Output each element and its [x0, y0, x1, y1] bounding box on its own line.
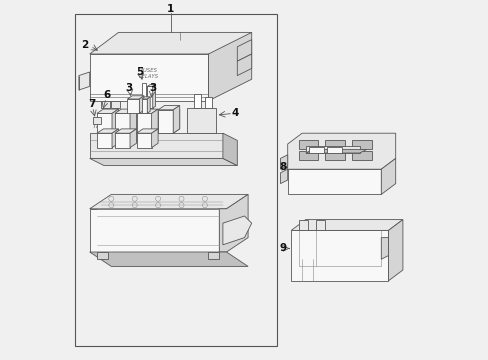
Text: 6: 6: [103, 90, 110, 100]
Polygon shape: [89, 194, 247, 209]
Polygon shape: [136, 113, 151, 133]
Polygon shape: [387, 220, 402, 281]
Polygon shape: [291, 230, 387, 281]
Polygon shape: [130, 129, 136, 148]
Polygon shape: [208, 252, 219, 259]
Text: 7: 7: [88, 99, 95, 109]
Polygon shape: [142, 83, 145, 108]
Polygon shape: [291, 220, 402, 230]
Polygon shape: [305, 149, 366, 153]
Polygon shape: [158, 105, 179, 110]
Polygon shape: [89, 252, 247, 266]
Polygon shape: [89, 133, 223, 158]
Polygon shape: [147, 86, 152, 108]
Polygon shape: [298, 140, 318, 149]
Text: 9: 9: [279, 243, 286, 253]
Polygon shape: [112, 109, 118, 133]
Polygon shape: [115, 109, 136, 113]
Polygon shape: [127, 96, 144, 99]
Polygon shape: [115, 113, 130, 133]
Text: 2: 2: [81, 40, 88, 50]
Polygon shape: [89, 209, 219, 252]
Polygon shape: [287, 133, 395, 169]
Polygon shape: [79, 72, 89, 90]
Polygon shape: [325, 151, 345, 160]
Polygon shape: [115, 129, 136, 133]
Polygon shape: [219, 194, 247, 252]
Polygon shape: [97, 109, 118, 113]
Polygon shape: [173, 109, 179, 133]
Polygon shape: [352, 140, 371, 149]
Polygon shape: [305, 146, 359, 153]
Bar: [75, 14, 276, 346]
Polygon shape: [127, 99, 139, 113]
Polygon shape: [136, 109, 158, 113]
Polygon shape: [89, 158, 237, 166]
Polygon shape: [97, 252, 107, 259]
Polygon shape: [204, 97, 212, 108]
Polygon shape: [97, 133, 112, 148]
Polygon shape: [158, 113, 173, 133]
Polygon shape: [298, 151, 318, 160]
Polygon shape: [223, 133, 237, 166]
Polygon shape: [89, 54, 208, 101]
Polygon shape: [381, 238, 387, 259]
Polygon shape: [237, 54, 251, 76]
Text: 8: 8: [279, 162, 286, 172]
Polygon shape: [381, 158, 395, 194]
Polygon shape: [151, 109, 158, 133]
Polygon shape: [158, 109, 179, 113]
Polygon shape: [316, 220, 325, 230]
Polygon shape: [139, 96, 144, 113]
Text: 3: 3: [125, 83, 132, 93]
Polygon shape: [280, 155, 287, 169]
Text: FUSES
RELAYS: FUSES RELAYS: [139, 68, 159, 79]
Polygon shape: [287, 169, 381, 194]
Polygon shape: [115, 133, 130, 148]
Polygon shape: [208, 32, 251, 101]
Polygon shape: [223, 216, 251, 245]
Polygon shape: [194, 94, 201, 108]
Polygon shape: [89, 32, 251, 54]
Polygon shape: [130, 109, 136, 133]
Polygon shape: [136, 133, 151, 148]
Polygon shape: [147, 85, 155, 86]
Polygon shape: [97, 129, 118, 133]
Polygon shape: [142, 99, 147, 113]
Text: 3: 3: [149, 83, 156, 93]
Polygon shape: [352, 151, 371, 160]
Polygon shape: [237, 40, 251, 61]
Text: 4: 4: [231, 108, 239, 118]
Polygon shape: [93, 117, 101, 124]
Polygon shape: [147, 97, 150, 113]
Polygon shape: [142, 97, 150, 99]
Polygon shape: [158, 110, 173, 133]
Polygon shape: [147, 86, 152, 108]
Polygon shape: [173, 105, 179, 133]
Polygon shape: [325, 140, 345, 149]
Text: 1: 1: [167, 4, 174, 14]
Text: 5: 5: [136, 67, 143, 77]
Polygon shape: [151, 129, 158, 148]
Polygon shape: [112, 129, 118, 148]
Polygon shape: [111, 101, 120, 108]
Polygon shape: [280, 169, 287, 184]
Polygon shape: [326, 147, 341, 153]
Polygon shape: [309, 147, 323, 153]
Polygon shape: [136, 129, 158, 133]
Polygon shape: [298, 220, 307, 230]
Polygon shape: [101, 101, 109, 108]
Polygon shape: [152, 85, 155, 108]
Polygon shape: [186, 108, 215, 133]
Polygon shape: [97, 113, 112, 133]
